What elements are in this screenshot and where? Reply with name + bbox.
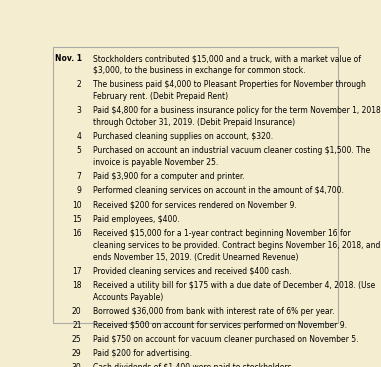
Text: Stockholders contributed $15,000 and a truck, with a market value of: Stockholders contributed $15,000 and a t… (93, 54, 362, 63)
Text: Accounts Payable): Accounts Payable) (93, 293, 164, 302)
Text: Received $500 on account for services performed on November 9.: Received $500 on account for services pe… (93, 321, 347, 330)
Text: 15: 15 (72, 215, 82, 224)
Text: cleaning services to be provided. Contract begins November 16, 2018, and: cleaning services to be provided. Contra… (93, 241, 381, 250)
Text: The business paid $4,000 to Pleasant Properties for November through: The business paid $4,000 to Pleasant Pro… (93, 80, 366, 89)
Text: 4: 4 (77, 132, 82, 141)
Text: $3,000, to the business in exchange for common stock.: $3,000, to the business in exchange for … (93, 66, 306, 75)
Text: Paid $4,800 for a business insurance policy for the term November 1, 2018: Paid $4,800 for a business insurance pol… (93, 106, 381, 115)
Text: through October 31, 2019. (Debit Prepaid Insurance): through October 31, 2019. (Debit Prepaid… (93, 118, 296, 127)
Text: ends November 15, 2019. (Credit Unearned Revenue): ends November 15, 2019. (Credit Unearned… (93, 252, 299, 262)
Text: 18: 18 (72, 281, 82, 290)
Text: Performed cleaning services on account in the amount of $4,700.: Performed cleaning services on account i… (93, 186, 344, 196)
Text: 17: 17 (72, 267, 82, 276)
Text: Provided cleaning services and received $400 cash.: Provided cleaning services and received … (93, 267, 292, 276)
Text: 21: 21 (72, 321, 82, 330)
Text: Received $15,000 for a 1-year contract beginning November 16 for: Received $15,000 for a 1-year contract b… (93, 229, 351, 238)
Text: Purchased cleaning supplies on account, $320.: Purchased cleaning supplies on account, … (93, 132, 274, 141)
Text: 3: 3 (77, 106, 82, 115)
Text: 9: 9 (77, 186, 82, 196)
Text: Paid $3,900 for a computer and printer.: Paid $3,900 for a computer and printer. (93, 172, 245, 181)
Text: 20: 20 (72, 307, 82, 316)
Text: 16: 16 (72, 229, 82, 238)
Text: 2: 2 (77, 80, 82, 89)
Text: 10: 10 (72, 200, 82, 210)
FancyBboxPatch shape (53, 47, 338, 323)
Text: February rent. (Debit Prepaid Rent): February rent. (Debit Prepaid Rent) (93, 92, 229, 101)
Text: invoice is payable November 25.: invoice is payable November 25. (93, 158, 219, 167)
Text: 5: 5 (77, 146, 82, 155)
Text: Cash dividends of $1,400 were paid to stockholders.: Cash dividends of $1,400 were paid to st… (93, 363, 295, 367)
Text: 25: 25 (72, 335, 82, 344)
Text: Paid employees, $400.: Paid employees, $400. (93, 215, 180, 224)
Text: Borrowed $36,000 from bank with interest rate of 6% per year.: Borrowed $36,000 from bank with interest… (93, 307, 335, 316)
Text: Paid $750 on account for vacuum cleaner purchased on November 5.: Paid $750 on account for vacuum cleaner … (93, 335, 359, 344)
Text: Purchased on account an industrial vacuum cleaner costing $1,500. The: Purchased on account an industrial vacuu… (93, 146, 371, 155)
Text: 29: 29 (72, 349, 82, 358)
Text: 7: 7 (77, 172, 82, 181)
Text: Paid $200 for advertising.: Paid $200 for advertising. (93, 349, 192, 358)
Text: 30: 30 (72, 363, 82, 367)
Text: Received $200 for services rendered on November 9.: Received $200 for services rendered on N… (93, 200, 297, 210)
Text: Nov. 1: Nov. 1 (54, 54, 82, 63)
Text: Received a utility bill for $175 with a due date of December 4, 2018. (Use: Received a utility bill for $175 with a … (93, 281, 376, 290)
